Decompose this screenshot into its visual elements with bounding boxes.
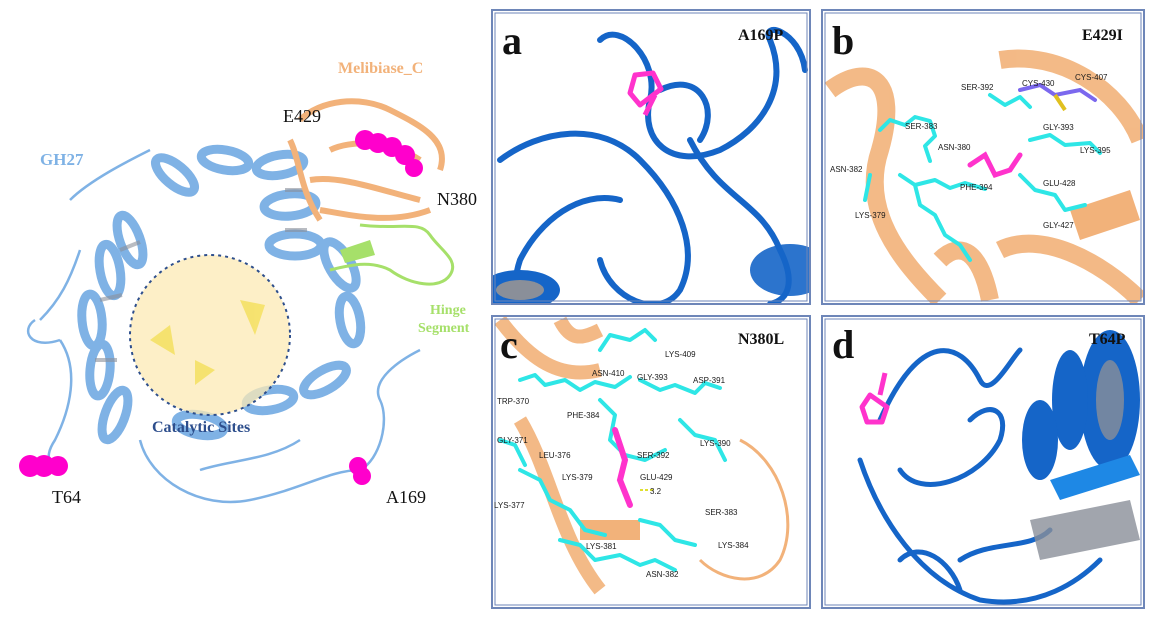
e429-mutation-sphere bbox=[355, 130, 423, 177]
residue-label: ASN-380 bbox=[938, 143, 971, 152]
residue-label: GLY-393 bbox=[637, 373, 668, 382]
residue-label: ASN-410 bbox=[592, 369, 625, 378]
residue-label: ASN-382 bbox=[646, 570, 679, 579]
panel-d: d T64P bbox=[821, 315, 1145, 609]
residue-label: GLU-428 bbox=[1043, 179, 1076, 188]
panel-c: c N380L LYS-409 ASN-410 GLY-393 ASP-391 … bbox=[491, 315, 811, 609]
residue-label: GLY-393 bbox=[1043, 123, 1074, 132]
panel-b-mutation: E429I bbox=[1082, 27, 1123, 44]
n380-label: N380 bbox=[437, 189, 477, 209]
residue-label: LYS-377 bbox=[494, 501, 525, 510]
panel-b: b E429I SER-392 CYS-430 CYS-407 SER-383 … bbox=[821, 9, 1145, 305]
panel-d-letter: d bbox=[832, 322, 854, 367]
catalytic-label: Catalytic Sites bbox=[152, 419, 250, 436]
residue-label: SER-383 bbox=[705, 508, 738, 517]
residue-label: CYS-430 bbox=[1022, 79, 1055, 88]
panel-a-letter: a bbox=[502, 18, 522, 63]
residue-label: ASN-382 bbox=[830, 165, 863, 174]
residue-label: CYS-407 bbox=[1075, 73, 1108, 82]
residue-label: ASP-391 bbox=[693, 376, 726, 385]
residue-label: LYS-390 bbox=[700, 439, 731, 448]
panel-a: a A169P bbox=[491, 9, 811, 305]
panel-a-mutation: A169P bbox=[738, 27, 784, 44]
catalytic-site-region bbox=[129, 254, 291, 416]
residue-label: GLY-427 bbox=[1043, 221, 1074, 230]
residue-label: TRP-370 bbox=[497, 397, 530, 406]
hinge-label-line2: Segment bbox=[418, 321, 470, 336]
residue-label: SER-392 bbox=[961, 83, 994, 92]
overview-structure: GH27 Melibiase_C Hinge Segment Catalytic… bbox=[19, 60, 477, 507]
residue-label: GLY-371 bbox=[497, 436, 528, 445]
panel-d-mutation: T64P bbox=[1089, 331, 1126, 348]
t64-label: T64 bbox=[52, 487, 81, 507]
residue-label: LYS-379 bbox=[562, 473, 593, 482]
panel-b-letter: b bbox=[832, 18, 854, 63]
residue-label: LEU-376 bbox=[539, 451, 571, 460]
a169-mutation-sphere bbox=[349, 457, 371, 485]
residue-label: SER-383 bbox=[905, 122, 938, 131]
residue-label: LYS-409 bbox=[665, 350, 696, 359]
residue-label: LYS-379 bbox=[855, 211, 886, 220]
a169-label: A169 bbox=[386, 487, 426, 507]
residue-label: LYS-384 bbox=[718, 541, 749, 550]
panel-c-letter: c bbox=[500, 322, 518, 367]
residue-label: GLU-429 bbox=[640, 473, 673, 482]
t64-mutation-sphere bbox=[19, 455, 68, 477]
panel-b-residues: SER-392 CYS-430 CYS-407 SER-383 GLY-393 … bbox=[830, 73, 1111, 230]
e429-label: E429 bbox=[283, 106, 321, 126]
residue-label: SER-392 bbox=[637, 451, 670, 460]
hinge-segment bbox=[329, 223, 454, 286]
residue-label: 3.2 bbox=[650, 487, 662, 496]
residue-label: LYS-381 bbox=[586, 542, 617, 551]
panel-c-residues: LYS-409 ASN-410 GLY-393 ASP-391 TRP-370 … bbox=[494, 350, 749, 579]
panel-c-mutation: N380L bbox=[738, 331, 784, 348]
residue-label: PHE-384 bbox=[567, 411, 600, 420]
melibiase-label: Melibiase_C bbox=[338, 60, 423, 77]
gh27-label: GH27 bbox=[40, 150, 84, 169]
residue-label: PHE-394 bbox=[960, 183, 993, 192]
residue-label: LYS-395 bbox=[1080, 146, 1111, 155]
hinge-label-line1: Hinge bbox=[430, 303, 466, 318]
